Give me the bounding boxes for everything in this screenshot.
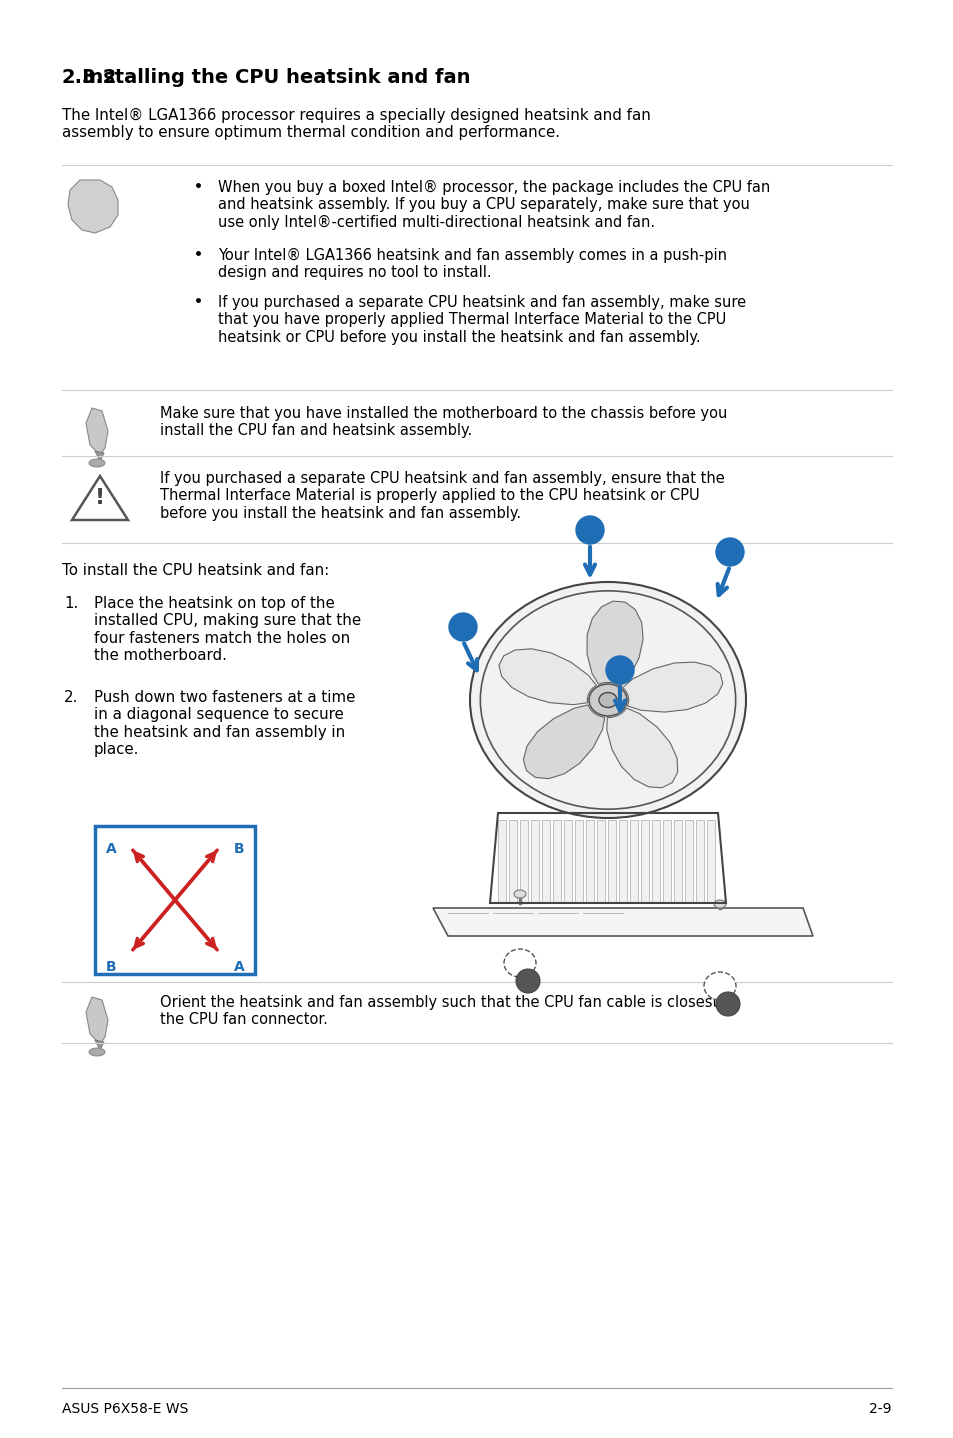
- Text: A: A: [106, 843, 116, 856]
- Bar: [497, 820, 505, 903]
- Ellipse shape: [588, 684, 626, 716]
- Ellipse shape: [598, 693, 617, 707]
- Bar: [509, 820, 517, 903]
- Polygon shape: [95, 452, 104, 462]
- Text: 2-9: 2-9: [868, 1402, 891, 1416]
- Text: A: A: [615, 664, 624, 677]
- Ellipse shape: [89, 1048, 105, 1055]
- FancyBboxPatch shape: [95, 825, 254, 974]
- Bar: [640, 820, 648, 903]
- Circle shape: [449, 613, 476, 641]
- Bar: [662, 820, 670, 903]
- Polygon shape: [95, 1040, 104, 1050]
- Text: ASUS P6X58-E WS: ASUS P6X58-E WS: [62, 1402, 188, 1416]
- Text: Place the heatsink on top of the
installed CPU, making sure that the
four fasten: Place the heatsink on top of the install…: [94, 595, 361, 663]
- Text: When you buy a boxed Intel® processor, the package includes the CPU fan
and heat: When you buy a boxed Intel® processor, t…: [218, 180, 769, 230]
- Text: Make sure that you have installed the motherboard to the chassis before you
inst: Make sure that you have installed the mo…: [160, 406, 726, 439]
- Text: The Intel® LGA1366 processor requires a specially designed heatsink and fan
asse: The Intel® LGA1366 processor requires a …: [62, 108, 650, 141]
- Polygon shape: [68, 180, 118, 233]
- Bar: [684, 820, 692, 903]
- Text: B: B: [106, 961, 116, 974]
- Bar: [651, 820, 659, 903]
- Bar: [519, 820, 527, 903]
- Bar: [607, 820, 615, 903]
- Ellipse shape: [470, 582, 745, 818]
- Text: 1.: 1.: [64, 595, 78, 611]
- Bar: [706, 820, 714, 903]
- Ellipse shape: [514, 890, 525, 897]
- Bar: [531, 820, 538, 903]
- Circle shape: [516, 969, 539, 994]
- Bar: [585, 820, 593, 903]
- Bar: [629, 820, 637, 903]
- Text: A: A: [584, 525, 595, 538]
- Polygon shape: [86, 997, 108, 1044]
- Text: Your Intel® LGA1366 heatsink and fan assembly comes in a push-pin
design and req: Your Intel® LGA1366 heatsink and fan ass…: [218, 247, 726, 280]
- Text: Installing the CPU heatsink and fan: Installing the CPU heatsink and fan: [62, 68, 470, 88]
- Ellipse shape: [713, 900, 725, 907]
- Bar: [563, 820, 571, 903]
- Bar: [597, 820, 604, 903]
- Text: B: B: [233, 843, 244, 856]
- Bar: [673, 820, 681, 903]
- Text: 2.3.2: 2.3.2: [62, 68, 117, 88]
- Bar: [618, 820, 626, 903]
- Bar: [541, 820, 549, 903]
- Text: !: !: [95, 487, 105, 508]
- Bar: [696, 820, 703, 903]
- Circle shape: [605, 656, 634, 684]
- Text: If you purchased a separate CPU heatsink and fan assembly, ensure that the
Therm: If you purchased a separate CPU heatsink…: [160, 472, 724, 521]
- Text: Orient the heatsink and fan assembly such that the CPU fan cable is closest to
t: Orient the heatsink and fan assembly suc…: [160, 995, 737, 1027]
- Ellipse shape: [89, 459, 105, 467]
- Circle shape: [716, 538, 743, 567]
- Text: Push down two fasteners at a time
in a diagonal sequence to secure
the heatsink : Push down two fasteners at a time in a d…: [94, 690, 355, 758]
- Ellipse shape: [703, 972, 735, 999]
- Text: 1: 1: [523, 975, 532, 985]
- Text: To install the CPU heatsink and fan:: To install the CPU heatsink and fan:: [62, 564, 329, 578]
- Text: B: B: [724, 546, 735, 559]
- Polygon shape: [622, 661, 722, 712]
- Text: A: A: [233, 961, 244, 974]
- Polygon shape: [71, 476, 128, 521]
- Text: B: B: [457, 623, 468, 636]
- Circle shape: [716, 992, 740, 1017]
- Polygon shape: [523, 705, 604, 778]
- Ellipse shape: [503, 949, 536, 976]
- Polygon shape: [606, 707, 677, 788]
- Text: 2.: 2.: [64, 690, 78, 705]
- Text: If you purchased a separate CPU heatsink and fan assembly, make sure
that you ha: If you purchased a separate CPU heatsink…: [218, 295, 745, 345]
- Bar: [553, 820, 560, 903]
- Polygon shape: [498, 649, 596, 705]
- Circle shape: [576, 516, 603, 544]
- Polygon shape: [86, 408, 108, 454]
- Text: 1: 1: [723, 998, 731, 1008]
- Polygon shape: [433, 907, 812, 936]
- Bar: [575, 820, 582, 903]
- Polygon shape: [586, 601, 642, 686]
